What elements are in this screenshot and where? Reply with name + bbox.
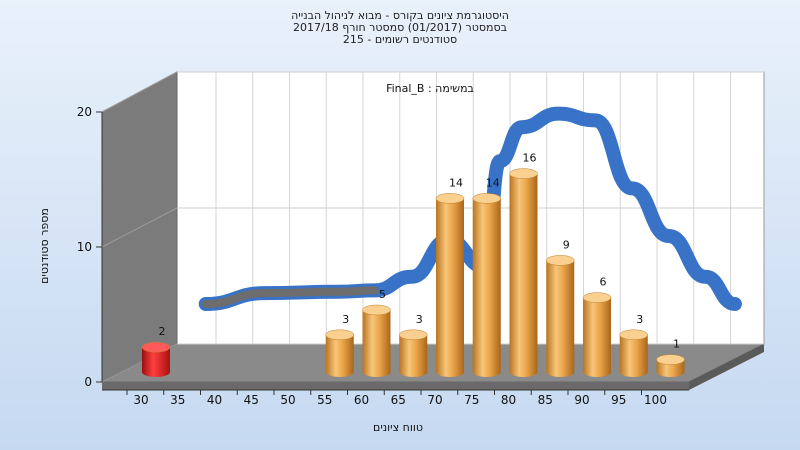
bar-top <box>472 193 501 204</box>
bar-100 <box>656 354 685 377</box>
bar-body <box>546 260 575 372</box>
x-tick-label: 50 <box>280 393 295 407</box>
bar-base <box>619 367 648 377</box>
bar-80 <box>509 168 538 377</box>
bar-75 <box>472 193 501 377</box>
x-axis-title: טווח ציונים <box>373 421 423 434</box>
bar-label-60: 5 <box>379 288 386 301</box>
x-tick-label: 55 <box>317 393 332 407</box>
distribution-curve <box>198 106 742 311</box>
x-tick-label: 45 <box>244 393 259 407</box>
bar-base <box>142 367 170 377</box>
bar-top <box>509 168 538 179</box>
data-labels: 2 3 5 3 14 14 16 9 6 3 1 <box>159 152 681 351</box>
y-tick-label: 10 <box>77 240 92 254</box>
grid-line-left <box>101 207 178 248</box>
bar-body <box>399 334 428 372</box>
x-tick-label: 75 <box>464 393 479 407</box>
bar-base <box>436 367 464 377</box>
bar-top <box>656 354 685 365</box>
chart-title-line-3: סטודנטים רשומים - 215 <box>342 33 458 46</box>
bar-label-95: 3 <box>636 313 643 326</box>
x-tick-label: 35 <box>170 393 185 407</box>
floor-front <box>102 382 689 390</box>
y-tick-label: 0 <box>84 375 92 389</box>
bar-top <box>141 341 171 353</box>
grid-line-left <box>101 71 178 113</box>
x-tick-label: 60 <box>354 393 369 407</box>
bar-60 <box>362 304 391 377</box>
bar-90 <box>582 292 612 377</box>
bar-body <box>362 310 391 372</box>
y-axis-title: מספר סטודנטים <box>38 208 51 284</box>
bar-30 <box>141 341 171 377</box>
x-tick-label: 70 <box>427 393 442 407</box>
bar-top <box>546 255 575 266</box>
x-tick-label: 85 <box>538 393 553 407</box>
bar-base <box>546 367 575 377</box>
bar-body <box>472 198 501 372</box>
bar-label-80: 16 <box>523 152 537 165</box>
bar-base <box>399 367 428 377</box>
bar-55 <box>325 329 354 377</box>
bar-95 <box>619 329 648 377</box>
x-tick-label: 100 <box>644 393 667 407</box>
bar-body <box>583 297 611 372</box>
bar-label-65: 3 <box>416 313 423 326</box>
floor-side <box>689 344 764 390</box>
bar-top <box>399 329 428 341</box>
bar-base <box>362 367 391 377</box>
bar-label-70: 14 <box>449 176 463 189</box>
y-tick-label: 20 <box>77 105 92 119</box>
bar-top <box>619 329 648 341</box>
chart-subtitle: במשימה : Final_B <box>386 82 474 95</box>
x-tick-label: 95 <box>611 393 626 407</box>
distribution-curve-flat <box>201 286 379 308</box>
bar-base <box>583 367 611 377</box>
bar-label-85: 9 <box>563 238 570 251</box>
x-tick-label: 80 <box>501 393 516 407</box>
x-tick-label: 65 <box>391 393 406 407</box>
bar-top <box>582 292 612 303</box>
bar-label-100: 1 <box>673 338 680 351</box>
bar-body <box>325 334 354 372</box>
x-axis: 30 35 40 45 50 55 60 65 70 75 80 85 90 95 100 <box>102 389 689 407</box>
bar-label-30: 2 <box>159 325 166 338</box>
bar-base <box>325 367 354 377</box>
bar-top <box>362 304 391 316</box>
bar-label-90: 6 <box>600 276 607 289</box>
bar-top <box>325 329 354 341</box>
bar-base <box>656 367 685 377</box>
y-axis: 0 10 20 <box>77 105 103 389</box>
chart-title-line-2: בסמסטר (01/2017) סמסטר חורף 2017/18 <box>293 21 507 34</box>
bar-70 <box>435 193 465 377</box>
chart-title-line-1: היסטוגרמת ציונים בקורס - מבוא לניהול הבנ… <box>291 9 509 22</box>
bars <box>141 168 685 377</box>
x-tick-label: 30 <box>133 393 148 407</box>
bar-label-55: 3 <box>342 313 349 326</box>
bar-top <box>435 193 465 204</box>
bar-body <box>619 334 648 372</box>
bar-base <box>509 367 538 377</box>
bar-body <box>436 198 464 372</box>
bar-label-75: 14 <box>486 176 500 189</box>
bar-65 <box>399 329 428 377</box>
bar-body <box>509 173 538 372</box>
bar-base <box>472 367 501 377</box>
x-tick-label: 40 <box>207 393 222 407</box>
x-tick-label: 90 <box>574 393 589 407</box>
chart-title: היסטוגרמת ציונים בקורס - מבוא לניהול הבנ… <box>0 10 800 46</box>
bar-85 <box>546 255 575 377</box>
